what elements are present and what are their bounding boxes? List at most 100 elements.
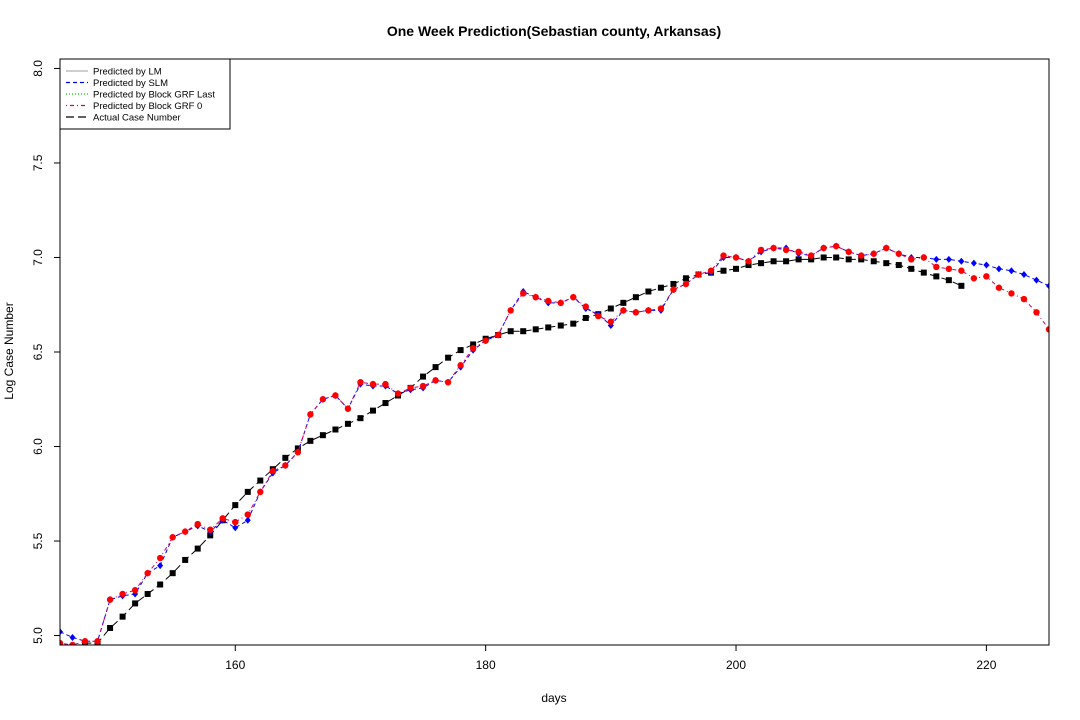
legend-label: Predicted by SLM: [93, 78, 168, 89]
point-predicted-by-block-grf-0: [156, 554, 164, 562]
point-actual-case-number: [895, 262, 902, 269]
point-actual-case-number: [570, 320, 577, 327]
point-actual-case-number: [870, 258, 877, 265]
point-actual-case-number: [382, 400, 389, 407]
series-line-predicted-by-block-grf-0: [60, 245, 1049, 645]
point-actual-case-number: [745, 262, 752, 269]
x-tick-label: 160: [225, 658, 245, 672]
series-predicted-by-slm: [60, 242, 1049, 645]
y-axis-label: Log Case Number: [2, 302, 16, 399]
point-actual-case-number: [833, 254, 840, 261]
point-predicted-by-block-grf-0: [257, 488, 264, 496]
point-predicted-by-block-grf-0: [469, 345, 477, 352]
point-predicted-by-block-grf-0: [695, 271, 702, 278]
point-actual-case-number: [557, 322, 564, 329]
point-predicted-by-block-grf-0: [119, 590, 126, 598]
point-predicted-by-block-grf-0: [432, 377, 439, 384]
point-predicted-by-block-grf-0: [858, 252, 865, 259]
point-predicted-by-block-grf-0: [332, 392, 339, 399]
point-predicted-by-block-grf-0: [357, 379, 364, 386]
y-tick-label: 5.0: [31, 627, 45, 644]
x-axis-label: days: [541, 691, 566, 705]
point-predicted-by-block-grf-0: [169, 534, 176, 541]
point-predicted-by-block-grf-0: [482, 337, 489, 344]
y-axis: 5.0 5.5 6.0 6.5 7.0 7.5 8.0: [31, 60, 60, 644]
point-actual-case-number: [720, 267, 727, 274]
point-predicted-by-slm: [244, 516, 251, 524]
point-actual-case-number: [795, 256, 802, 263]
point-predicted-by-block-grf-0: [532, 293, 539, 301]
point-predicted-by-block-grf-0: [832, 242, 840, 250]
point-predicted-by-slm: [157, 562, 164, 570]
point-predicted-by-block-grf-0: [607, 318, 615, 325]
point-predicted-by-block-grf-0: [131, 586, 139, 594]
point-predicted-by-block-grf-0: [682, 280, 690, 288]
point-predicted-by-block-grf-0: [344, 405, 352, 412]
point-actual-case-number: [344, 420, 351, 427]
legend-box: [59, 58, 231, 130]
point-predicted-by-slm: [1008, 267, 1015, 275]
point-actual-case-number: [682, 275, 689, 282]
point-predicted-by-block-grf-0: [307, 411, 314, 418]
point-actual-case-number: [169, 570, 176, 577]
point-predicted-by-block-grf-0: [895, 250, 902, 257]
point-actual-case-number: [257, 477, 264, 484]
point-actual-case-number: [620, 299, 627, 306]
point-actual-case-number: [294, 445, 301, 452]
point-actual-case-number: [607, 305, 614, 312]
point-predicted-by-block-grf-0: [845, 248, 852, 256]
point-predicted-by-block-grf-0: [595, 312, 602, 320]
point-predicted-by-block-grf-0: [494, 331, 502, 339]
point-predicted-by-slm: [69, 633, 76, 641]
point-predicted-by-block-grf-0: [444, 379, 452, 386]
point-predicted-by-block-grf-0: [883, 244, 890, 252]
point-actual-case-number: [770, 258, 777, 265]
point-predicted-by-slm: [933, 255, 940, 263]
point-predicted-by-block-grf-0: [181, 528, 189, 535]
point-predicted-by-block-grf-0: [582, 303, 589, 310]
point-predicted-by-block-grf-0: [920, 254, 928, 261]
point-predicted-by-block-grf-0: [269, 467, 277, 475]
point-predicted-by-block-grf-0: [244, 511, 251, 518]
point-predicted-by-block-grf-0: [1020, 295, 1028, 303]
point-actual-case-number: [758, 260, 765, 267]
legend-label: Actual Case Number: [93, 113, 181, 124]
point-predicted-by-block-grf-0: [670, 286, 677, 293]
point-predicted-by-slm: [1033, 276, 1040, 284]
point-actual-case-number: [520, 328, 527, 335]
point-actual-case-number: [507, 328, 514, 335]
y-tick-label: 5.5: [31, 532, 45, 549]
point-actual-case-number: [470, 341, 477, 348]
point-actual-case-number: [232, 502, 239, 509]
point-predicted-by-block-grf-0: [419, 382, 427, 390]
point-actual-case-number: [657, 284, 664, 291]
point-actual-case-number: [432, 364, 439, 371]
point-predicted-by-block-grf-0: [820, 244, 827, 252]
point-predicted-by-block-grf-0: [1033, 309, 1040, 316]
point-actual-case-number: [144, 590, 151, 597]
y-tick-label: 6.0: [31, 438, 45, 455]
point-predicted-by-block-grf-0: [745, 258, 752, 265]
point-predicted-by-block-grf-0: [394, 390, 402, 397]
point-predicted-by-slm: [983, 261, 990, 269]
x-tick-label: 180: [476, 658, 496, 672]
point-actual-case-number: [207, 532, 214, 539]
y-tick-label: 7.0: [31, 249, 45, 266]
point-predicted-by-block-grf-0: [207, 526, 214, 533]
x-axis: 160 180 200 220: [225, 645, 997, 672]
point-predicted-by-block-grf-0: [106, 596, 114, 603]
point-actual-case-number: [157, 581, 164, 588]
point-predicted-by-slm: [995, 265, 1002, 273]
point-predicted-by-block-grf-0: [294, 448, 302, 456]
point-predicted-by-slm: [945, 255, 952, 263]
point-predicted-by-block-grf-0: [732, 254, 740, 261]
point-predicted-by-slm: [232, 524, 239, 532]
point-actual-case-number: [107, 624, 114, 631]
point-predicted-by-block-grf-0: [232, 518, 239, 526]
point-predicted-by-block-grf-0: [770, 244, 777, 252]
point-predicted-by-block-grf-0: [319, 396, 327, 403]
point-predicted-by-block-grf-0: [457, 362, 464, 369]
point-actual-case-number: [820, 254, 827, 261]
point-predicted-by-block-grf-0: [807, 252, 815, 259]
